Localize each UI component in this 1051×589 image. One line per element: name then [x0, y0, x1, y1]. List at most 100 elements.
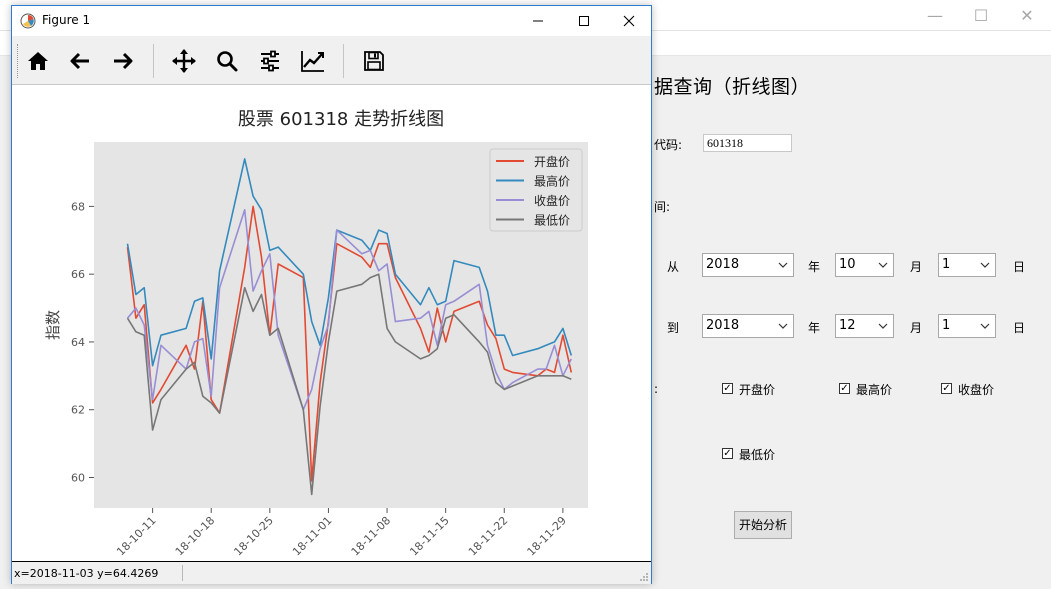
figure-toolbar: [12, 36, 651, 85]
edit-axis-button[interactable]: [298, 46, 328, 76]
legend-box: [489, 148, 583, 232]
checkbox-close-label: 收盘价: [958, 383, 995, 397]
from-month-unit: 月: [910, 260, 923, 274]
legend-label: 最低价: [534, 214, 570, 228]
stock-code-input[interactable]: 601318: [703, 134, 792, 152]
maximize-button[interactable]: ☐: [973, 5, 989, 25]
to-month-select[interactable]: 12: [835, 314, 894, 338]
save-button[interactable]: [359, 46, 389, 76]
toolbar-separator: [153, 44, 154, 78]
checkbox-open-label: 开盘价: [739, 383, 776, 397]
checkbox-low-label: 最低价: [739, 448, 776, 462]
from-day-select[interactable]: 1: [938, 253, 996, 277]
y-tick-label: 68: [71, 200, 85, 213]
to-year-unit: 年: [808, 321, 821, 335]
to-day-unit: 日: [1013, 321, 1026, 335]
checkbox-high[interactable]: ✓: [839, 383, 850, 394]
save-icon: [364, 51, 384, 71]
legend-label: 开盘价: [534, 154, 570, 169]
home-icon: [28, 52, 48, 70]
toolbar-separator: [343, 44, 344, 78]
chevron-down-icon: [878, 262, 888, 268]
from-label: 从: [667, 260, 680, 274]
minimize-button[interactable]: —: [927, 5, 943, 25]
toolbar-grip: [17, 44, 21, 78]
x-tick-label: 18-11-08: [349, 514, 394, 559]
chart-title: 股票 601318 走势折线图: [238, 109, 444, 130]
from-day-unit: 日: [1013, 260, 1026, 274]
x-tick-label: 18-10-18: [173, 514, 218, 559]
from-year-unit: 年: [808, 260, 821, 274]
matplotlib-logo-icon: [20, 13, 36, 29]
to-year-select[interactable]: 2018: [702, 314, 794, 338]
zoom-icon: [217, 51, 238, 72]
back-button[interactable]: [65, 46, 95, 76]
pan-icon: [172, 49, 196, 73]
x-tick-label: 18-10-11: [114, 514, 159, 559]
to-month-value: 12: [839, 318, 856, 333]
from-year-value: 2018: [706, 257, 740, 272]
resize-grip-icon[interactable]: [639, 572, 649, 582]
chevron-down-icon: [878, 323, 888, 329]
to-month-unit: 月: [910, 321, 923, 335]
checkbox-low[interactable]: ✓: [722, 448, 733, 459]
to-day-value: 1: [942, 318, 951, 333]
figure-close-button[interactable]: [606, 6, 652, 36]
figure-window: Figure 1: [11, 5, 652, 584]
edit-axis-icon: [301, 51, 324, 72]
series-line: [126, 209, 573, 411]
series-line: [126, 205, 573, 482]
chevron-down-icon: [980, 323, 990, 329]
fields-label: :: [654, 382, 659, 396]
chevron-down-icon: [980, 262, 990, 268]
figure-title: Figure 1: [42, 13, 91, 27]
checkbox-high-label: 最高价: [856, 383, 893, 397]
y-tick-label: 60: [71, 472, 85, 485]
forward-button[interactable]: [108, 46, 138, 76]
from-year-select[interactable]: 2018: [702, 253, 794, 277]
checkbox-open[interactable]: ✓: [722, 383, 733, 394]
pan-button[interactable]: [169, 46, 199, 76]
y-tick-label: 62: [71, 404, 85, 417]
from-day-value: 1: [942, 257, 951, 272]
page-heading: 据查询（折线图）: [654, 76, 811, 98]
y-tick-label: 66: [71, 268, 85, 281]
minimize-icon: [533, 20, 543, 22]
close-icon: [623, 15, 635, 27]
maximize-icon: [579, 16, 589, 26]
legend-label: 收盘价: [534, 193, 570, 208]
cursor-coordinates: x=2018-11-03 y=64.4269: [14, 567, 159, 580]
home-button[interactable]: [23, 46, 53, 76]
statusbar-divider: [182, 565, 183, 581]
series-line: [126, 158, 573, 367]
checkbox-close[interactable]: ✓: [941, 383, 952, 394]
x-tick-label: 18-10-25: [231, 514, 276, 559]
configure-subplots-button[interactable]: [255, 46, 285, 76]
configure-subplots-icon: [261, 50, 279, 72]
from-month-value: 10: [839, 257, 856, 272]
chevron-down-icon: [778, 262, 788, 268]
to-year-value: 2018: [706, 318, 740, 333]
close-button[interactable]: ✕: [1020, 5, 1034, 25]
start-analysis-button[interactable]: 开始分析: [734, 511, 792, 539]
figure-canvas[interactable]: 股票 601318 走势折线图指数 60 62 64 66 68 18-10-11 18-10…: [12, 85, 651, 561]
back-icon: [70, 52, 89, 70]
x-tick-label: 18-11-22: [466, 514, 511, 559]
figure-minimize-button[interactable]: [515, 6, 561, 36]
x-tick-label: 18-11-01: [290, 514, 335, 559]
y-tick-label: 64: [71, 336, 85, 349]
to-day-select[interactable]: 1: [938, 314, 996, 338]
code-label: 代码:: [654, 138, 683, 152]
time-label: 间:: [654, 200, 671, 214]
legend-label: 最高价: [534, 174, 570, 189]
series-line: [126, 273, 572, 496]
chevron-down-icon: [778, 323, 788, 329]
zoom-button[interactable]: [212, 46, 242, 76]
x-tick-label: 18-11-29: [524, 514, 569, 559]
figure-statusbar: x=2018-11-03 y=64.4269: [12, 561, 651, 584]
figure-maximize-button[interactable]: [561, 6, 607, 36]
x-tick-label: 18-11-15: [407, 514, 452, 559]
y-axis-label: 指数: [44, 310, 62, 340]
from-month-select[interactable]: 10: [835, 253, 894, 277]
